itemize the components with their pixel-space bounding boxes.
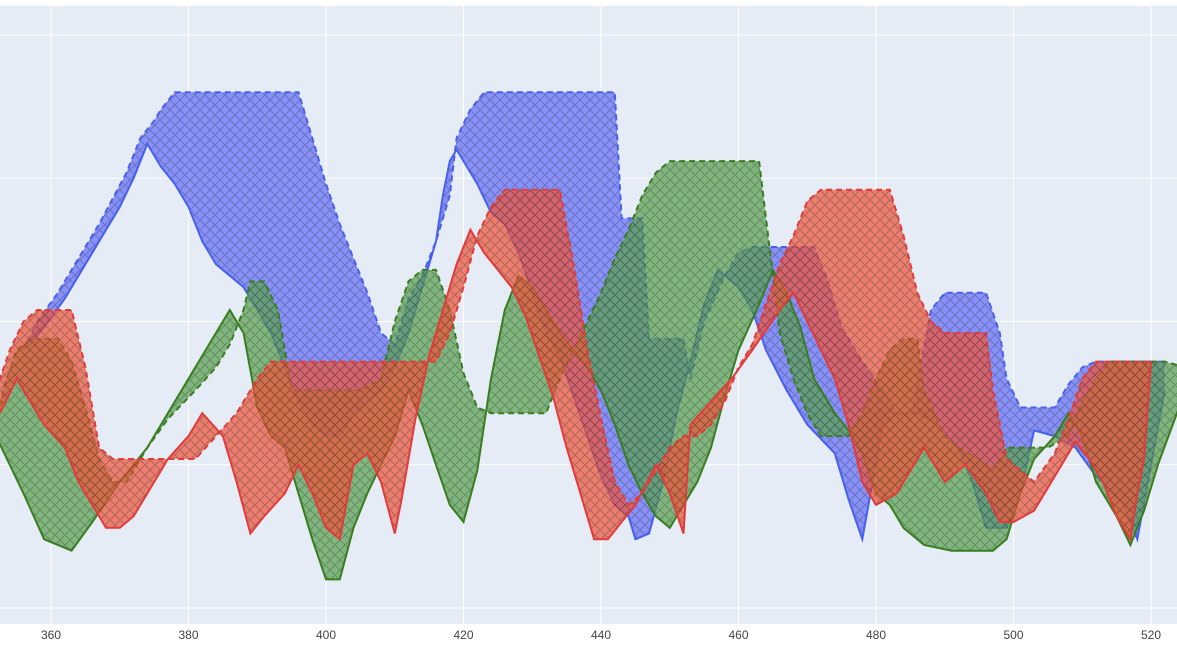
series-0-upper-line	[22, 91, 1165, 421]
series-areas	[0, 91, 1177, 581]
series-2-upper-line	[0, 188, 1151, 507]
x-tick-label: 400	[316, 628, 336, 642]
x-tick-label: 500	[1003, 628, 1023, 642]
x-tick-label: 440	[591, 628, 611, 642]
series-1-lower-line	[0, 267, 1177, 581]
x-axis: 360 380 400 420 440 460 480 500 520	[41, 628, 1161, 642]
x-tick-label: 380	[178, 628, 198, 642]
x-tick-label: 460	[728, 628, 748, 642]
series-2-lower-line	[0, 227, 1152, 543]
x-tick-label: 480	[866, 628, 886, 642]
series-2-area	[0, 189, 1151, 540]
x-tick-label: 520	[1141, 628, 1161, 642]
x-tick-label: 420	[453, 628, 473, 642]
x-tick-label: 360	[41, 628, 61, 642]
